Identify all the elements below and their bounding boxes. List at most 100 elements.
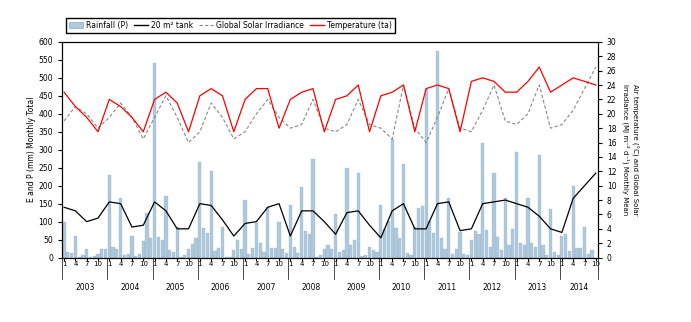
Text: 2009: 2009	[347, 283, 366, 292]
Bar	[346, 168, 348, 258]
Bar	[111, 247, 115, 258]
Bar	[413, 227, 417, 258]
Bar	[289, 205, 292, 258]
Bar	[522, 245, 526, 258]
Bar	[300, 187, 303, 258]
Bar	[534, 247, 537, 258]
Bar	[191, 244, 194, 258]
Bar	[232, 251, 236, 258]
Bar	[292, 247, 296, 258]
Bar	[236, 241, 239, 258]
Bar	[406, 253, 409, 258]
Bar	[368, 247, 371, 258]
Bar	[451, 254, 454, 258]
Bar	[225, 257, 228, 258]
Bar	[66, 252, 70, 258]
Bar	[62, 222, 66, 258]
Bar	[134, 256, 138, 258]
Bar	[263, 252, 265, 258]
Bar	[424, 89, 428, 258]
Bar	[82, 255, 84, 258]
Bar	[247, 254, 250, 258]
Bar	[364, 255, 368, 258]
Text: 2008: 2008	[301, 283, 321, 292]
Bar	[119, 198, 122, 258]
Bar	[138, 254, 141, 258]
Bar	[176, 227, 179, 258]
Bar	[527, 198, 529, 258]
Bar	[206, 233, 209, 258]
Bar	[545, 255, 549, 258]
Bar	[312, 159, 314, 258]
Bar	[77, 257, 81, 258]
Bar	[240, 249, 243, 258]
Bar	[507, 245, 511, 258]
Bar	[307, 234, 311, 258]
Bar	[590, 250, 594, 258]
Bar	[145, 213, 149, 258]
Bar	[183, 255, 187, 258]
Bar	[444, 249, 446, 258]
Bar	[417, 208, 420, 258]
Bar	[402, 164, 405, 258]
Bar	[466, 255, 469, 258]
Bar	[164, 196, 167, 258]
Bar	[473, 231, 477, 258]
Bar	[115, 250, 118, 258]
Bar	[274, 248, 277, 258]
Bar	[296, 253, 299, 258]
Bar	[270, 248, 273, 258]
Bar	[481, 143, 484, 258]
Bar	[372, 251, 375, 258]
Bar	[281, 249, 285, 258]
Bar	[180, 257, 182, 258]
Bar	[458, 232, 462, 258]
Bar	[447, 198, 451, 258]
Bar	[504, 198, 507, 258]
Bar	[123, 255, 126, 258]
Bar	[126, 254, 130, 258]
Bar	[160, 240, 164, 258]
Bar	[214, 251, 216, 258]
Bar	[285, 253, 288, 258]
Bar	[387, 221, 390, 258]
Bar	[515, 152, 518, 258]
Bar	[383, 229, 386, 258]
Bar	[70, 253, 73, 258]
Bar	[304, 231, 307, 258]
Bar	[319, 255, 322, 258]
Bar	[266, 207, 269, 258]
Bar	[357, 173, 360, 258]
Bar	[323, 249, 326, 258]
Text: 2003: 2003	[75, 283, 95, 292]
Text: 2007: 2007	[256, 283, 276, 292]
Bar	[428, 221, 431, 258]
Bar	[436, 51, 439, 258]
Bar	[576, 248, 578, 258]
Bar	[560, 236, 563, 258]
Text: 2005: 2005	[166, 283, 185, 292]
Bar	[258, 243, 262, 258]
Bar	[477, 234, 480, 258]
Bar	[338, 252, 341, 258]
Bar	[583, 227, 586, 258]
Y-axis label: Air temperature (°C) and Global Solar
Irradiance (MJ m⁻² d⁻¹) Monthly Mean: Air temperature (°C) and Global Solar Ir…	[622, 84, 638, 215]
Text: 2011: 2011	[437, 283, 457, 292]
Bar	[470, 240, 473, 258]
Bar	[168, 250, 171, 258]
Bar	[542, 245, 545, 258]
Bar	[398, 238, 401, 258]
Bar	[390, 139, 394, 258]
Bar	[485, 230, 488, 258]
Bar	[202, 228, 205, 258]
Bar	[85, 249, 88, 258]
Bar	[353, 241, 356, 258]
Text: 2006: 2006	[211, 283, 230, 292]
Bar	[395, 228, 397, 258]
Bar	[462, 254, 466, 258]
Bar	[334, 214, 337, 258]
Bar	[519, 243, 522, 258]
Bar	[209, 171, 213, 258]
Bar	[511, 229, 515, 258]
Bar	[571, 186, 575, 258]
